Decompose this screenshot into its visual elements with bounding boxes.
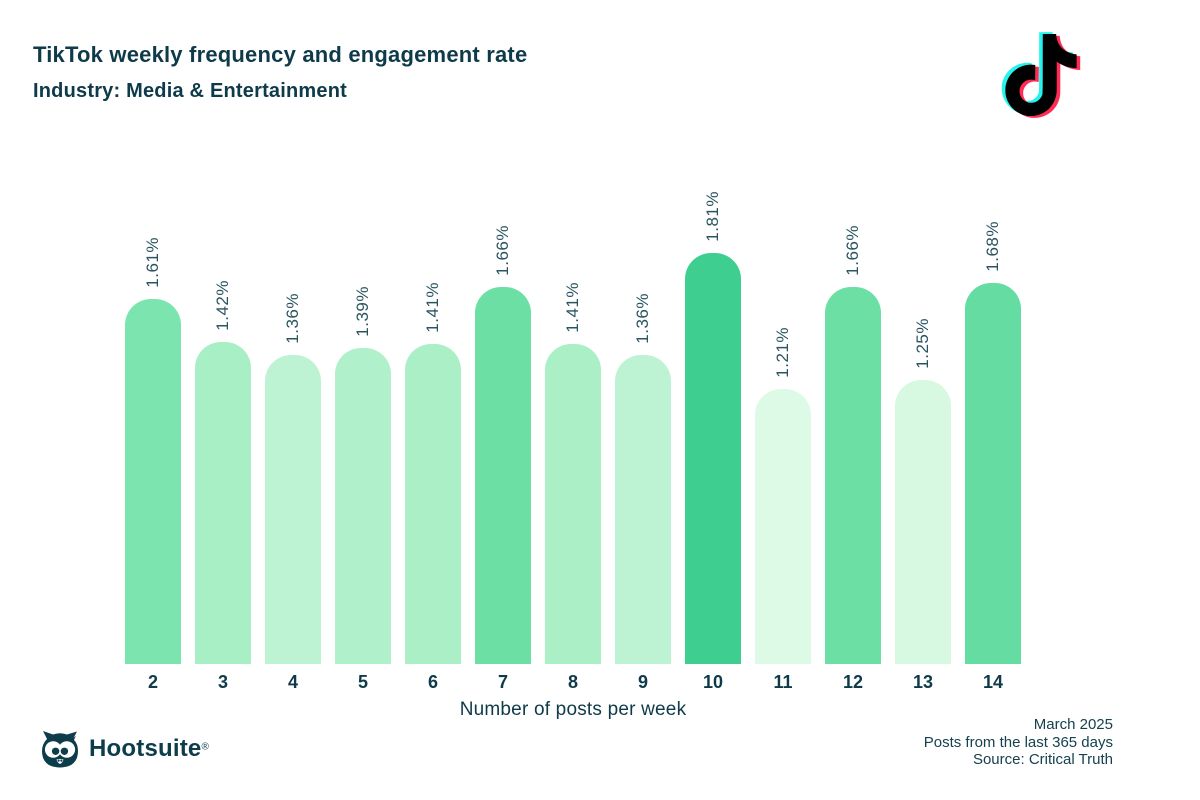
x-tick-label: 7 xyxy=(497,672,508,692)
bar-column: 1.41% xyxy=(545,282,601,664)
bar xyxy=(405,344,461,664)
bar-column: 1.36% xyxy=(265,293,321,664)
bar-value-label: 1.42% xyxy=(213,280,232,331)
footer-range: Posts from the last 365 days xyxy=(923,733,1113,751)
x-tick-label: 10 xyxy=(702,672,724,692)
bar-value-label: 1.41% xyxy=(423,282,442,333)
x-tick-label: 14 xyxy=(982,672,1004,692)
bar xyxy=(685,253,741,664)
bar-column: 1.25% xyxy=(895,318,951,664)
bar-value-label: 1.36% xyxy=(633,293,652,344)
bar xyxy=(895,380,951,664)
x-tick-label: 9 xyxy=(637,672,648,692)
x-axis-title: Number of posts per week xyxy=(459,699,687,720)
bar-column: 1.68% xyxy=(965,221,1021,664)
bar-value-label: 1.21% xyxy=(773,327,792,378)
bar-value-label: 1.66% xyxy=(843,225,862,276)
page-subtitle: Industry: Media & Entertainment xyxy=(33,80,348,102)
bar-value-label: 1.68% xyxy=(983,221,1002,272)
bar xyxy=(475,287,531,664)
x-tick-label: 4 xyxy=(287,672,298,692)
bar xyxy=(545,344,601,664)
footer-source: Source: Critical Truth xyxy=(972,751,1113,768)
bar-chart: 1.61% 1.42% 1.36% 1.39% 1.41% 1.66% 1.41% 1.36%… xyxy=(125,191,1021,664)
bar xyxy=(125,299,181,664)
bar-value-label: 1.61% xyxy=(143,237,162,288)
footer-meta: March 2025 Posts from the last 365 days … xyxy=(924,716,1113,769)
bar-column: 1.66% xyxy=(475,225,531,664)
bar-value-label: 1.81% xyxy=(703,191,722,242)
bar-column: 1.21% xyxy=(755,327,811,664)
bar-column: 1.41% xyxy=(405,282,461,664)
x-tick-label: 6 xyxy=(427,672,438,692)
tiktok-note-icon xyxy=(1001,32,1081,118)
bar-column: 1.66% xyxy=(825,225,881,664)
x-tick-label: 13 xyxy=(912,672,934,692)
owl-icon xyxy=(42,731,78,768)
header: TikTok weekly frequency and engagement r… xyxy=(33,44,527,103)
bar xyxy=(965,283,1021,664)
bar-value-label: 1.41% xyxy=(563,282,582,333)
bar-column: 1.39% xyxy=(335,286,391,664)
bar xyxy=(195,342,251,664)
x-tick-label: 11 xyxy=(773,672,793,692)
hootsuite-wordmark: Hootsuite® xyxy=(89,735,209,763)
bar-column: 1.81% xyxy=(685,191,741,664)
x-axis-ticks: 2 3 4 5 6 7 8 9 10 11 12 13 14 xyxy=(125,672,1021,693)
hootsuite-name: Hootsuite xyxy=(89,735,202,762)
bar xyxy=(825,287,881,664)
bar xyxy=(335,348,391,664)
bar-column: 1.42% xyxy=(195,280,251,664)
bar-value-label: 1.66% xyxy=(493,225,512,276)
x-tick-label: 12 xyxy=(842,672,864,692)
bar-value-label: 1.39% xyxy=(353,286,372,337)
x-tick-label: 2 xyxy=(147,672,158,692)
bar-value-label: 1.25% xyxy=(913,318,932,369)
x-tick-label: 5 xyxy=(357,672,368,692)
bar-column: 1.36% xyxy=(615,293,671,664)
bar xyxy=(265,355,321,664)
bar-value-label: 1.36% xyxy=(283,293,302,344)
x-tick-label: 8 xyxy=(567,672,578,692)
hootsuite-logo: Hootsuite® xyxy=(40,729,209,769)
x-tick-label: 3 xyxy=(217,672,228,692)
bar xyxy=(615,355,671,664)
footer-date: March 2025 xyxy=(1033,716,1113,733)
bar xyxy=(755,389,811,664)
registered-mark: ® xyxy=(201,741,209,753)
bar-column: 1.61% xyxy=(125,237,181,664)
page-title: TikTok weekly frequency and engagement r… xyxy=(33,42,528,67)
